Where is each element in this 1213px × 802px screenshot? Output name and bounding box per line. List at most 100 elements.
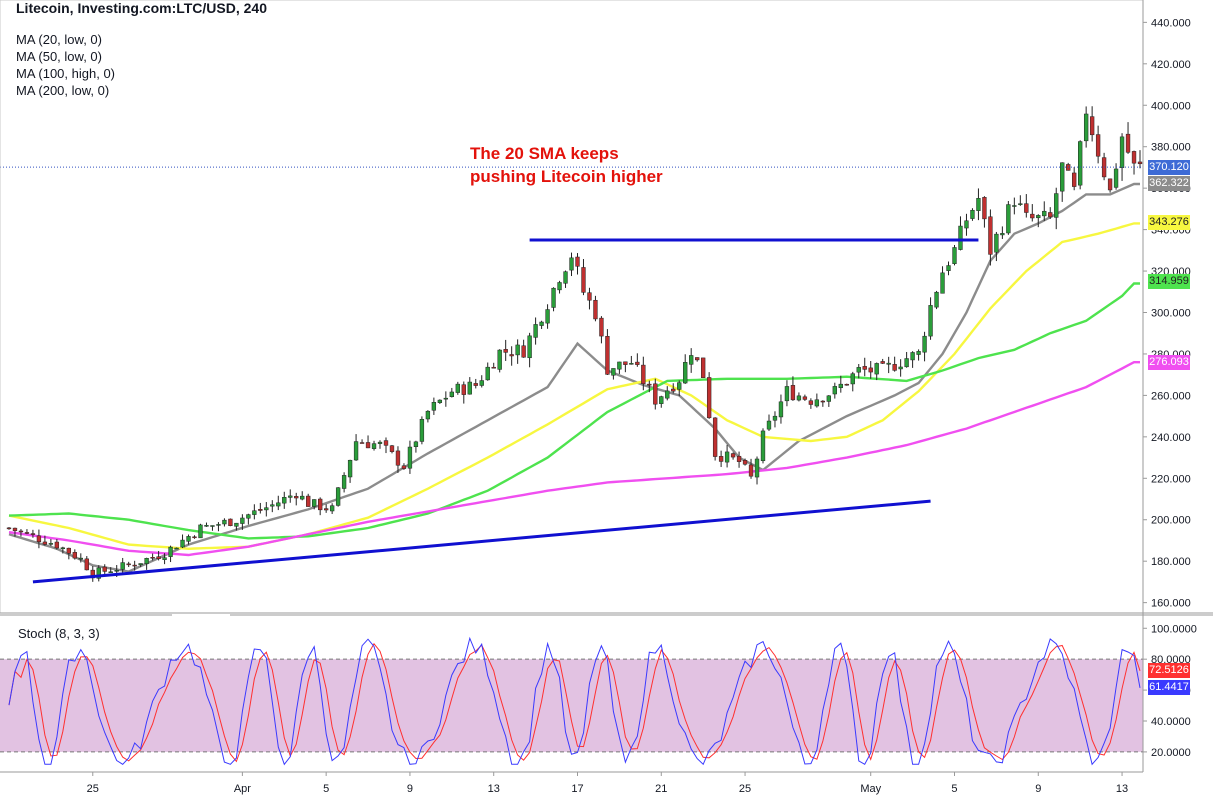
- candle-body: [766, 420, 772, 430]
- candle-body: [880, 361, 885, 364]
- candle-body: [976, 198, 981, 211]
- ma-line-4: [8, 361, 1140, 557]
- ma200-price-badge: 276.093: [1148, 354, 1190, 370]
- candle-body: [527, 335, 532, 359]
- candle-body: [192, 536, 197, 539]
- candle-body: [216, 524, 221, 526]
- candle-body: [1054, 193, 1059, 218]
- candle-body: [455, 383, 460, 393]
- candle-body: [994, 233, 999, 253]
- ma-line-3: [8, 282, 1140, 540]
- stoch-k-line: [8, 636, 1141, 766]
- candle-body: [736, 455, 742, 462]
- candle-body: [335, 487, 341, 506]
- candle-body: [443, 397, 449, 400]
- candle-body: [306, 495, 311, 507]
- time-tick-label: 25: [87, 783, 99, 795]
- ma20-legend: MA (20, low, 0): [16, 32, 102, 47]
- candle-body: [700, 357, 706, 378]
- candle-body: [964, 220, 969, 229]
- candle-body: [54, 541, 60, 549]
- candle-body: [395, 450, 401, 466]
- candle-body: [539, 321, 544, 326]
- ma100-legend: MA (100, high, 0): [16, 66, 115, 81]
- candle-body: [1006, 204, 1011, 234]
- candle-body: [36, 535, 42, 543]
- candle-body: [677, 382, 682, 390]
- candle-body: [551, 287, 556, 308]
- candle-body: [144, 558, 149, 564]
- stoch-k-badge: 61.4417: [1148, 680, 1190, 696]
- candle-body: [485, 366, 490, 381]
- stoch-band: [0, 658, 1143, 753]
- candle-body: [910, 352, 915, 361]
- candle-body: [1036, 215, 1041, 219]
- candle-body: [623, 361, 628, 365]
- candle-body: [689, 355, 694, 365]
- candle-body: [886, 362, 891, 365]
- candle-body: [970, 209, 975, 219]
- price-tick-label: 200.000: [1151, 515, 1191, 527]
- candle-body: [1072, 172, 1077, 187]
- candle-body: [383, 440, 389, 446]
- candle-body: [365, 442, 371, 449]
- candle-body: [282, 497, 287, 504]
- candle-body: [844, 383, 849, 386]
- candle-body: [958, 225, 963, 250]
- stoch-tick-label: 80.0000: [1151, 654, 1191, 666]
- candle-body: [12, 527, 18, 531]
- candle-body: [222, 519, 227, 525]
- candle-body: [389, 445, 395, 452]
- candle-body: [946, 265, 951, 271]
- candle-body: [204, 525, 209, 527]
- stoch-tick-label: 20.0000: [1151, 747, 1191, 759]
- close-price-badge: 370.120: [1148, 159, 1190, 175]
- time-tick-label: 5: [951, 783, 957, 795]
- stoch-title: Stoch (8, 3, 3): [18, 626, 100, 641]
- candle-body: [1048, 212, 1053, 218]
- candle-body: [1024, 203, 1029, 213]
- candle-body: [790, 385, 796, 401]
- ma100-price-badge: 314.959: [1148, 273, 1190, 289]
- price-tick-label: 380.000: [1151, 142, 1191, 154]
- candle-body: [126, 563, 131, 566]
- candle-body: [904, 358, 909, 368]
- candle-body: [988, 216, 993, 255]
- candle-body: [323, 508, 329, 511]
- price-tick-label: 300.000: [1151, 308, 1191, 320]
- candle-body: [270, 504, 275, 507]
- ma-line-1: [8, 182, 1140, 573]
- candle-body: [300, 495, 305, 500]
- ma50-price-badge: 343.276: [1148, 215, 1190, 231]
- stoch-tick-label: 100.0000: [1151, 623, 1197, 635]
- ma200-legend: MA (200, low, 0): [16, 83, 110, 98]
- candle-body: [659, 396, 664, 404]
- candle-body: [718, 456, 724, 462]
- candle-body: [683, 362, 688, 384]
- time-tick-label: 13: [1116, 783, 1128, 795]
- candle-body: [78, 557, 83, 560]
- candle-body: [808, 400, 814, 405]
- time-tick-label: 9: [407, 783, 413, 795]
- candle-body: [874, 363, 879, 375]
- price-tick-label: 440.000: [1151, 17, 1191, 29]
- candle-body: [84, 558, 89, 571]
- candle-body: [587, 292, 592, 301]
- candles: [6, 106, 1143, 582]
- candle-body: [611, 368, 616, 376]
- ma50-legend: MA (50, low, 0): [16, 49, 102, 64]
- moving-averages: [8, 182, 1140, 573]
- candle-body: [347, 459, 353, 478]
- price-tick-label: 220.000: [1151, 473, 1191, 485]
- candle-body: [533, 324, 538, 338]
- candle-body: [784, 386, 790, 402]
- candle-body: [258, 509, 263, 511]
- candle-body: [479, 380, 484, 386]
- candle-body: [617, 361, 622, 370]
- time-tick-label: Apr: [234, 783, 251, 795]
- candle-body: [425, 410, 431, 420]
- candle-body: [832, 386, 837, 395]
- candle-body: [898, 366, 903, 370]
- candle-body: [754, 458, 760, 478]
